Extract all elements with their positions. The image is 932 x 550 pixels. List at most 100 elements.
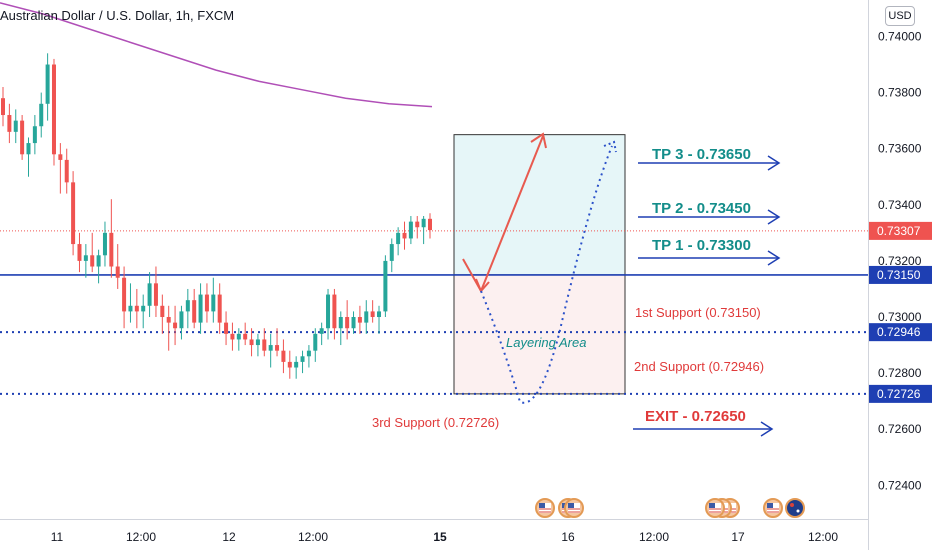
candle-body bbox=[211, 294, 216, 312]
candle bbox=[281, 339, 286, 374]
candle bbox=[160, 294, 165, 334]
candle bbox=[185, 288, 190, 329]
candle-body bbox=[332, 294, 337, 329]
candle-body bbox=[20, 120, 25, 155]
support-price-tag-1: 0.73150 bbox=[869, 265, 932, 284]
australia-flag-icon[interactable] bbox=[785, 498, 805, 518]
y-tick-label: 0.73800 bbox=[878, 86, 922, 100]
y-tick-label: 0.73200 bbox=[878, 254, 922, 268]
candle-body bbox=[319, 328, 324, 334]
candle-body bbox=[294, 361, 299, 368]
candle bbox=[230, 322, 235, 351]
candle-body bbox=[255, 339, 260, 346]
x-tick-label: 12:00 bbox=[298, 530, 328, 544]
candle bbox=[408, 216, 413, 245]
candle bbox=[402, 221, 407, 250]
candle bbox=[153, 266, 158, 318]
candle-body bbox=[128, 305, 133, 312]
candle bbox=[338, 311, 343, 346]
support2-label: 2nd Support (0.72946) bbox=[634, 359, 764, 374]
candle bbox=[211, 277, 216, 323]
candle bbox=[45, 53, 50, 121]
candle-body bbox=[51, 64, 56, 155]
y-tick-label: 0.74000 bbox=[878, 29, 922, 43]
candle bbox=[109, 199, 114, 278]
us-flag-icon[interactable] bbox=[705, 498, 725, 518]
candle-body bbox=[77, 244, 82, 261]
candle-body bbox=[147, 283, 152, 306]
candle-body bbox=[204, 294, 209, 312]
candle bbox=[64, 148, 69, 194]
tp3-label: TP 3 - 0.73650 bbox=[652, 146, 751, 163]
candle bbox=[77, 232, 82, 273]
candle-body bbox=[1, 98, 5, 116]
moving-average-line bbox=[0, 2, 433, 108]
support3-label: 3rd Support (0.72726) bbox=[372, 415, 499, 430]
candle bbox=[58, 143, 63, 194]
support-price-tag-2: 0.72946 bbox=[869, 323, 932, 342]
candle bbox=[224, 311, 229, 346]
candle-body bbox=[83, 255, 88, 261]
candle-body bbox=[249, 339, 254, 346]
currency-button[interactable]: USD bbox=[885, 6, 915, 26]
x-tick-label: 17 bbox=[731, 530, 745, 544]
candle bbox=[147, 272, 152, 318]
y-tick-label: 0.72600 bbox=[878, 422, 922, 436]
candle-body bbox=[326, 294, 331, 329]
y-tick-label: 0.73000 bbox=[878, 310, 922, 324]
candle bbox=[122, 266, 127, 329]
target-zone bbox=[453, 134, 626, 276]
candle bbox=[428, 213, 432, 239]
tp1-label: TP 1 - 0.73300 bbox=[652, 237, 751, 254]
candle-body bbox=[396, 232, 401, 245]
candle bbox=[83, 244, 88, 278]
candle bbox=[166, 305, 171, 351]
us-flag-icon[interactable] bbox=[535, 498, 555, 518]
candle-body bbox=[268, 345, 273, 351]
last-price-tag-text: 0.73307 bbox=[877, 224, 921, 238]
support-price-tag-3-text: 0.72726 bbox=[877, 387, 921, 401]
candle bbox=[294, 356, 299, 379]
candle-body bbox=[141, 305, 146, 312]
candle bbox=[217, 283, 222, 334]
candle bbox=[51, 58, 56, 166]
candle bbox=[421, 216, 426, 245]
candle bbox=[90, 232, 95, 273]
candle-body bbox=[364, 311, 369, 323]
candle-body bbox=[357, 317, 362, 323]
us-flag-icon[interactable] bbox=[564, 498, 584, 518]
us-flag-icon[interactable] bbox=[763, 498, 783, 518]
candle-body bbox=[13, 120, 18, 132]
candle-body bbox=[300, 356, 305, 362]
candle-body bbox=[224, 322, 229, 334]
x-tick-label: 12 bbox=[222, 530, 236, 544]
candle bbox=[26, 137, 31, 177]
candle-body bbox=[383, 260, 388, 312]
candle-body bbox=[345, 317, 350, 329]
candle bbox=[319, 322, 324, 346]
candle bbox=[115, 244, 120, 289]
candle-body bbox=[102, 232, 107, 256]
candle-body bbox=[7, 115, 12, 132]
candle bbox=[20, 115, 25, 160]
candle-body bbox=[281, 350, 286, 362]
candle-body bbox=[32, 126, 37, 144]
candle-body bbox=[236, 333, 241, 340]
support-price-tag-3-bg bbox=[869, 384, 932, 403]
candle bbox=[96, 249, 101, 284]
candle bbox=[236, 328, 241, 351]
candle bbox=[243, 322, 248, 346]
candle-body bbox=[64, 159, 69, 183]
candle bbox=[13, 109, 18, 144]
candle bbox=[389, 238, 394, 273]
tp2-label: TP 2 - 0.73450 bbox=[652, 200, 751, 217]
tp-arrows bbox=[633, 155, 781, 437]
candle bbox=[128, 283, 133, 323]
candle-body bbox=[179, 311, 184, 329]
candle bbox=[173, 305, 178, 346]
candle-body bbox=[217, 294, 222, 323]
candle-body bbox=[377, 311, 382, 318]
candle bbox=[275, 328, 280, 357]
candle-body bbox=[115, 266, 120, 278]
